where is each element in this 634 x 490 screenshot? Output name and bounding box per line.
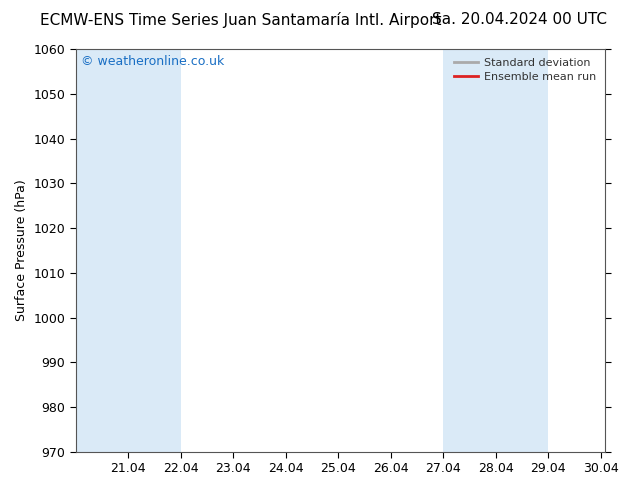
Legend: Standard deviation, Ensemble mean run: Standard deviation, Ensemble mean run — [451, 55, 600, 85]
Bar — [443, 49, 548, 452]
Text: © weatheronline.co.uk: © weatheronline.co.uk — [81, 55, 224, 69]
Bar — [76, 49, 181, 452]
Text: Sa. 20.04.2024 00 UTC: Sa. 20.04.2024 00 UTC — [432, 12, 607, 27]
Y-axis label: Surface Pressure (hPa): Surface Pressure (hPa) — [15, 180, 28, 321]
Text: ECMW-ENS Time Series Juan Santamaría Intl. Airport: ECMW-ENS Time Series Juan Santamaría Int… — [40, 12, 442, 28]
